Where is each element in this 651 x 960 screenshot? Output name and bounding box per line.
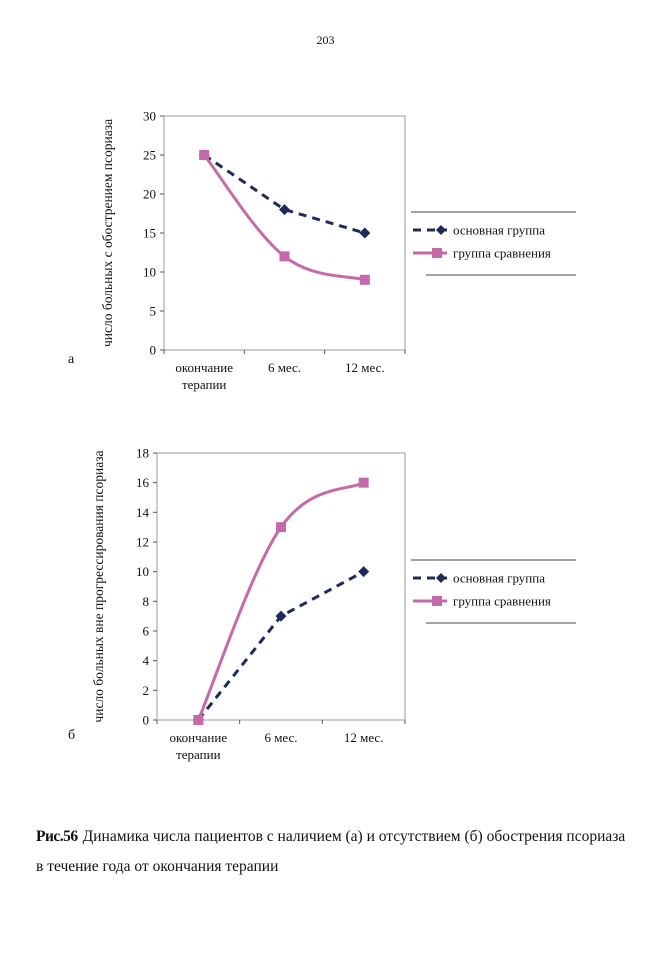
y-tick-label: 6 [143,624,150,639]
y-tick-label: 20 [143,187,156,202]
y-tick-label: 10 [136,564,149,579]
data-point [279,204,290,216]
plot-area [156,452,406,721]
x-tick-label-line: 6 мес. [264,730,297,745]
data-point [275,610,287,622]
figure-number: Рис.56 [36,828,78,845]
data-point [359,227,371,239]
y-tick-label: 30 [143,109,156,124]
x-tick-label-line: терапии [182,377,226,392]
caption-text: Динамика числа пациентов с наличием (а) … [36,828,626,875]
series-line-1 [196,481,365,721]
y-tick-label: 14 [136,505,150,520]
y-tick-label: 18 [136,446,149,461]
legend: основная группа группа сравнения [411,559,576,624]
x-tick-label: 6 мес. [264,730,297,745]
data-point [358,566,370,578]
legend-swatch-marker [432,248,442,258]
y-tick-label: 4 [143,653,150,668]
panel-label-b: б [68,728,76,743]
legend: основная группа группа сравнения [411,211,576,276]
panel-label-a: а [68,352,75,367]
y-tick-label: 5 [150,304,157,319]
legend-entry-label: группа сравнения [453,246,551,261]
x-tick-label: 12 мес. [345,360,385,375]
x-tick-label-line: 12 мес. [344,730,384,745]
figure-caption: Рис.56 Динамика числа пациентов с наличие… [36,822,626,882]
x-tick-label: окончание терапии [170,730,228,762]
legend-entry-label: группа сравнения [453,594,551,609]
series-line-0 [203,153,366,235]
y-axis-label: число больных вне прогрессирования псори… [91,450,106,722]
y-tick-label: 12 [136,535,149,550]
data-point [276,522,286,533]
data-point [199,150,210,160]
legend-swatch-marker [436,573,446,583]
x-tick-label: окончание терапии [175,360,233,392]
legend-swatch-marker [436,225,446,235]
chart-b: 0 2 4 6 8 10 12 14 16 18 окончание терапии 6 мес. 12 … [91,446,576,762]
legend-entry-label: основная группа [453,223,545,238]
series-line-0 [197,570,365,721]
chart-a: 0 5 10 15 20 25 30 окончание терапии 6 мес. 12 мес… [100,109,576,392]
y-tick-label: 8 [143,594,150,609]
x-tick-label-line: 6 мес. [268,360,301,375]
x-tick-label-line: 12 мес. [345,360,385,375]
data-point [358,477,369,488]
page-number: 203 [316,33,335,47]
y-axis-label: число больных с обострением псориаза [100,119,115,347]
data-point [359,274,370,285]
x-tick-label: 6 мес. [268,360,301,375]
x-tick-label: 12 мес. [344,730,384,745]
y-tick-label: 16 [136,475,150,490]
y-tick-label: 25 [143,148,156,163]
y-tick-label: 2 [143,683,150,698]
legend-entry-label: основная группа [453,571,545,586]
y-tick-label: 0 [150,343,157,358]
y-tick-label: 10 [143,265,156,280]
x-tick-label-line: окончание [175,360,233,375]
y-tick-label: 15 [143,226,156,241]
data-point [193,715,204,725]
y-tick-label: 0 [143,713,150,728]
data-point [279,251,290,262]
x-tick-label-line: терапии [176,747,220,762]
x-tick-label-line: окончание [170,730,228,745]
legend-swatch-marker [432,596,442,606]
